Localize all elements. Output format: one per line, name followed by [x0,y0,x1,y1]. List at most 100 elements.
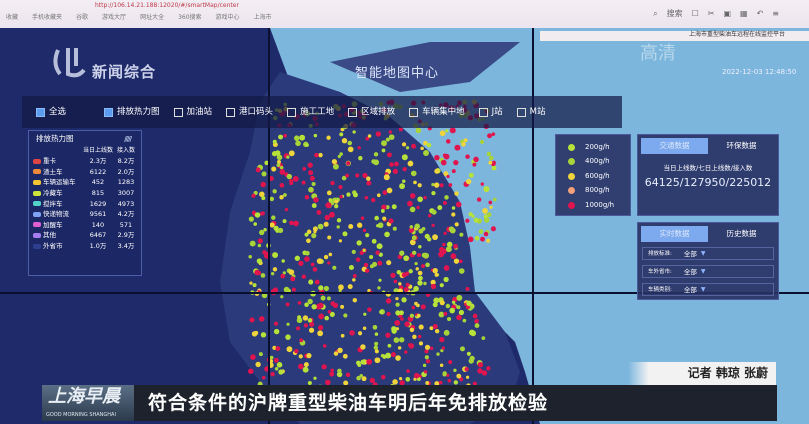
checkbox-icon[interactable] [348,107,358,117]
checkbox-select-all[interactable]: 全选 [36,107,66,118]
checkbox-icon[interactable] [173,107,183,117]
menu-icon[interactable]: ≡ [772,9,779,18]
bookmark[interactable]: 360搜索 [178,14,202,21]
heat-dot [400,317,404,321]
caret-down-icon[interactable]: ▼ [700,267,706,275]
heat-dot [251,193,256,198]
checkbox-icon[interactable] [516,107,526,117]
checkbox-port[interactable]: 港口码头 [226,107,273,118]
bookmark[interactable]: 收藏 [6,14,19,21]
table-row[interactable]: 重卡 2.3万 8.2万 [33,156,139,167]
checkbox-heatmap[interactable]: 排放热力图 [104,107,160,118]
caret-down-icon[interactable]: ▼ [700,249,706,257]
heat-dot [425,359,431,364]
collapse-icon[interactable]: ///// [124,135,132,143]
checkbox-construction[interactable]: 施工工地 [287,107,334,118]
search-input[interactable]: 搜索 [666,9,683,18]
checkbox-label: 加油站 [186,106,213,117]
checkbox-m-station[interactable]: M站 [516,107,545,118]
heat-dot [253,222,258,226]
heat-dot [280,295,284,299]
heat-dot [256,258,263,264]
online-count: 2.3万 [89,157,107,166]
checkbox-icon[interactable] [287,107,297,117]
scissors-icon[interactable]: ✂ [707,9,715,18]
select-value[interactable]: 全部 [683,267,697,276]
checkbox-icon[interactable] [409,107,419,117]
table-row[interactable]: 外省市 1.0万 3.4万 [33,241,139,252]
province-select[interactable]: 车外省市: 全部 ▼ [642,265,774,278]
select-value[interactable]: 全部 [683,249,697,258]
checkbox-gas-station[interactable]: 加油站 [173,106,213,118]
table-row[interactable]: 加醒车 140 571 [33,220,139,231]
table-row[interactable]: 车辆运输车 452 1283 [33,177,139,188]
heat-dot [430,283,437,290]
checkbox-vehicle-hub[interactable]: 车辆集中地 [409,107,465,118]
heat-dot [448,360,453,365]
heat-dot [276,163,281,167]
heat-dot [376,193,381,198]
heat-dot [281,259,285,263]
table-row[interactable]: 快递物流 9561 4.2万 [33,209,139,220]
extension-icon[interactable]: ▣ [723,9,732,18]
emission-standard-select[interactable]: 排放标准: 全部 ▼ [642,247,774,260]
window-icon[interactable]: ☐ [691,9,699,18]
checkbox-icon[interactable] [104,107,114,117]
checkbox-icon[interactable] [478,107,488,117]
heat-dot [258,352,263,357]
heat-dot [292,175,299,182]
checkbox-area-emission[interactable]: 区域排放 [348,107,395,118]
heat-dot [361,376,367,382]
table-row[interactable]: 其他 6467 2.9万 [33,230,139,241]
heat-dot [474,235,480,241]
bookmark[interactable]: 网址大全 [140,14,165,21]
checkbox-icon[interactable] [226,107,236,117]
caret-down-icon[interactable]: ▼ [700,285,706,293]
tab-environment-data[interactable]: 环保数据 [726,141,757,150]
bookmark[interactable]: 游戏大厅 [102,14,127,21]
undo-icon[interactable]: ↶ [756,9,764,18]
heat-dot [466,351,471,356]
heat-dot [486,366,491,371]
vehicle-icon [33,243,41,249]
bookmark[interactable]: 手机收藏夹 [32,14,63,21]
heat-dot [372,261,378,267]
heat-dot [380,374,386,380]
heat-dot [327,261,331,265]
address-bar[interactable]: http://106.14.21.188:12020/#/smartMap/ce… [95,2,239,9]
search-icon[interactable]: ⌕ [653,9,658,18]
table-row[interactable]: 冷藏车 815 3007 [33,188,139,199]
heat-dot [334,204,339,209]
heat-dot [362,228,367,233]
heat-dot [394,320,401,326]
heat-dot [420,146,424,151]
heat-dot [259,316,265,322]
heat-dot [248,368,254,375]
show-name-en: GOOD MORNING SHANGHAI [46,412,116,418]
tab-traffic-data[interactable]: 交通数据 [641,138,708,154]
bookmark[interactable]: 谷歌 [76,14,89,21]
heat-dot [417,183,422,188]
tab-history-data[interactable]: 历史数据 [726,229,757,238]
select-value[interactable]: 全部 [683,285,697,294]
heat-dot [459,377,464,382]
online-count: 6122 [89,167,107,176]
heat-dot [356,240,362,246]
table-row[interactable]: 搅拌车 1629 4973 [33,198,139,209]
bookmark[interactable]: 游戏中心 [215,14,240,21]
checkbox-j-station[interactable]: J站 [478,107,503,118]
heat-dot [388,134,395,141]
vehicle-type-select[interactable]: 车辆类别: 全部 ▼ [642,283,774,296]
heat-dot [459,346,465,352]
checkbox-icon[interactable] [36,107,45,117]
table-row[interactable]: 渣土车 6122 2.0万 [33,167,139,178]
heat-dot [381,204,387,210]
bookmark[interactable]: 上海市 [253,14,272,21]
heat-dot [286,173,293,180]
heat-dot [458,259,463,264]
grid-icon[interactable]: ▦ [740,9,748,18]
heat-dot [431,223,435,228]
tab-realtime-data[interactable]: 实时数据 [641,226,708,242]
heat-dot [476,197,482,202]
heat-dot [425,381,430,385]
